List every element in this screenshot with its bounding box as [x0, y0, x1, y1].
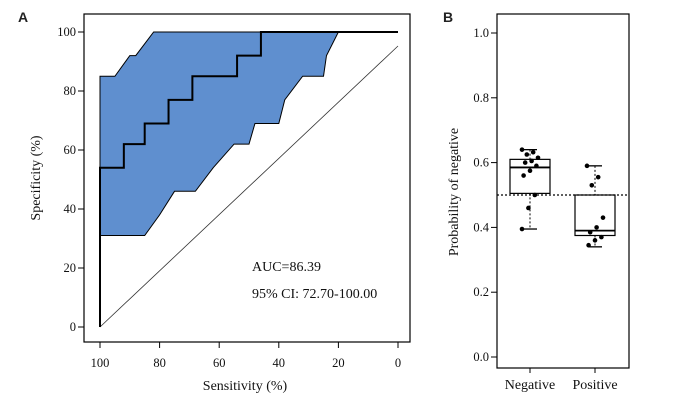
box-data-point	[600, 215, 606, 220]
box-data-point	[519, 147, 525, 152]
box-y-tick-label: 0.4	[473, 220, 489, 234]
roc-y-ticks: 0 20 40 60 80 100	[57, 25, 84, 334]
box-y-ticks: 0.0 0.2 0.4 0.6 0.8 1.0	[473, 26, 497, 364]
box-y-tick-label: 0.6	[473, 156, 489, 170]
box-data-point	[592, 238, 598, 243]
box-x-tick-label: Positive	[572, 378, 617, 393]
box-plot-frame	[496, 13, 630, 369]
box-data-point	[527, 168, 533, 173]
roc-x-tick-label: 0	[395, 356, 401, 370]
roc-curve-layer	[99, 31, 398, 327]
panel-b-letter: B	[443, 9, 453, 25]
box-data-point	[522, 160, 528, 165]
roc-x-ticks: 100 80 60 40 20 0	[91, 342, 401, 370]
box-x-tick-label: Negative	[505, 378, 556, 393]
box-data-point	[526, 205, 531, 211]
box-iqr	[509, 158, 551, 194]
roc-diagonal-line	[99, 45, 399, 328]
box-data-point	[534, 163, 539, 169]
box-x-ticks: Negative Positive	[505, 368, 618, 393]
roc-x-tick-label: 20	[332, 356, 345, 370]
roc-y-axis-label: Specificity (%)	[29, 135, 44, 220]
box-data-point	[586, 242, 591, 248]
box-iqr	[574, 194, 616, 237]
roc-x-tick-label: 100	[91, 356, 110, 370]
ci-annotation: 95% CI: 72.70-100.00	[252, 287, 377, 302]
roc-x-tick-label: 60	[213, 356, 226, 370]
roc-x-tick-label: 80	[153, 356, 166, 370]
box-data-point	[519, 226, 525, 232]
box-y-tick-label: 0.2	[473, 285, 489, 299]
roc-x-tick-label: 40	[273, 356, 286, 370]
box-data-point	[595, 174, 601, 180]
box-y-tick-label: 0.0	[473, 350, 489, 364]
box-data-point	[584, 163, 590, 169]
roc-y-tick-label: 100	[57, 25, 76, 39]
roc-ci-band	[99, 31, 340, 237]
roc-chart: 100 80 60 40 20 0 0 20 40 60 80 100 Sensitivity (%…	[29, 13, 411, 394]
box-data-point	[599, 234, 604, 240]
box-data-point	[524, 152, 530, 157]
box-data-point	[535, 155, 541, 161]
roc-plot-frame	[83, 13, 411, 343]
box-data-point	[529, 158, 534, 164]
box-data-point	[521, 173, 526, 178]
box-y-tick-label: 0.8	[473, 91, 489, 105]
roc-y-tick-label: 60	[64, 143, 77, 157]
roc-x-axis-label: Sensitivity (%)	[203, 379, 288, 394]
box-y-tick-label: 1.0	[473, 26, 489, 40]
box-layer	[509, 147, 616, 248]
roc-ci-band-layer	[99, 31, 340, 237]
box-chart: 0.0 0.2 0.4 0.6 0.8 1.0 Negative Positive Prob…	[447, 13, 630, 393]
roc-y-tick-label: 20	[64, 261, 77, 275]
roc-y-tick-label: 80	[64, 84, 77, 98]
roc-y-tick-label: 40	[64, 202, 77, 216]
auc-annotation: AUC=86.39	[252, 260, 321, 275]
box-data-point	[589, 182, 595, 188]
box-data-point	[594, 225, 599, 230]
box-data-point	[530, 149, 536, 155]
box-data-point	[587, 229, 593, 235]
panel-a-letter: A	[18, 9, 28, 25]
box-y-axis-label: Probability of negative	[447, 128, 462, 256]
roc-curve	[99, 31, 398, 327]
roc-y-tick-label: 0	[70, 320, 76, 334]
roc-diagonal-layer	[99, 45, 399, 328]
